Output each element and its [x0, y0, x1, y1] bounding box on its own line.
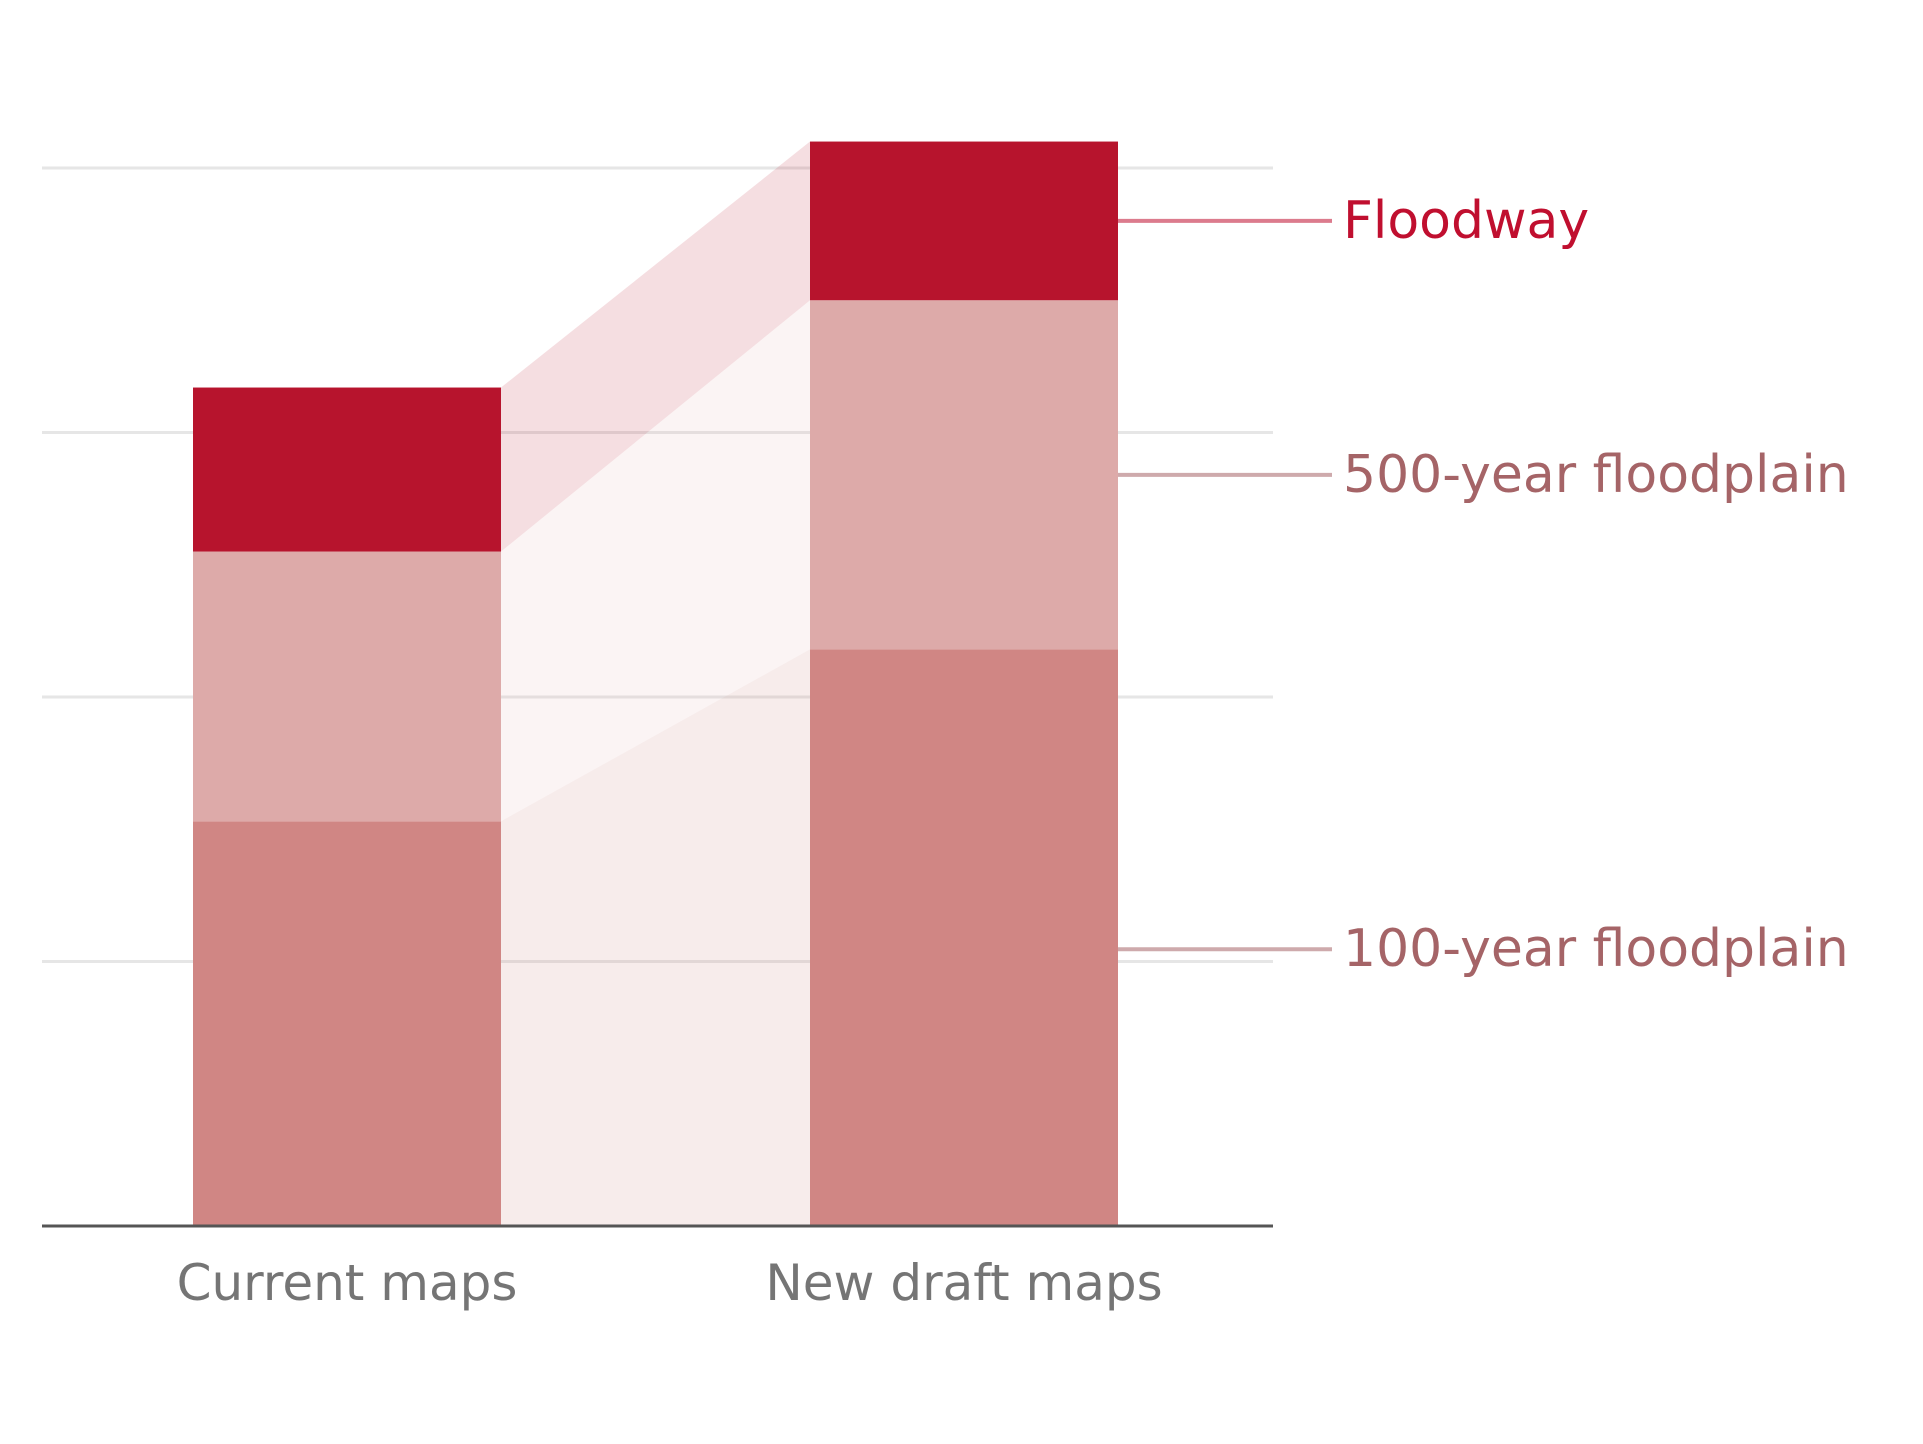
legend-label-500-year-floodplain: 500-year floodplain [1343, 445, 1849, 505]
bar-current-maps-floodway [193, 387, 501, 552]
legend: 100-year floodplain 500-year floodplain Fl… [1118, 191, 1849, 979]
bar-new-draft-maps-500-year-floodplain [810, 300, 1118, 650]
bars [193, 141, 1118, 1226]
bar-new-draft-maps-100-year-floodplain [810, 649, 1118, 1226]
x-tick-labels: Current maps New draft maps [177, 1254, 1163, 1312]
x-tick-label: New draft maps [765, 1254, 1162, 1312]
connector-floodway [501, 141, 810, 552]
legend-label-100-year-floodplain: 100-year floodplain [1343, 919, 1849, 979]
connector-500-year-floodplain [501, 300, 810, 822]
connector-100-year-floodplain [501, 649, 810, 1226]
bar-current-maps-500-year-floodplain [193, 551, 501, 822]
legend-label-floodway: Floodway [1343, 191, 1589, 251]
connector-bands [501, 141, 810, 1226]
bar-current-maps-100-year-floodplain [193, 821, 501, 1226]
x-tick-label: Current maps [177, 1254, 518, 1312]
bar-new-draft-maps-floodway [810, 141, 1118, 301]
